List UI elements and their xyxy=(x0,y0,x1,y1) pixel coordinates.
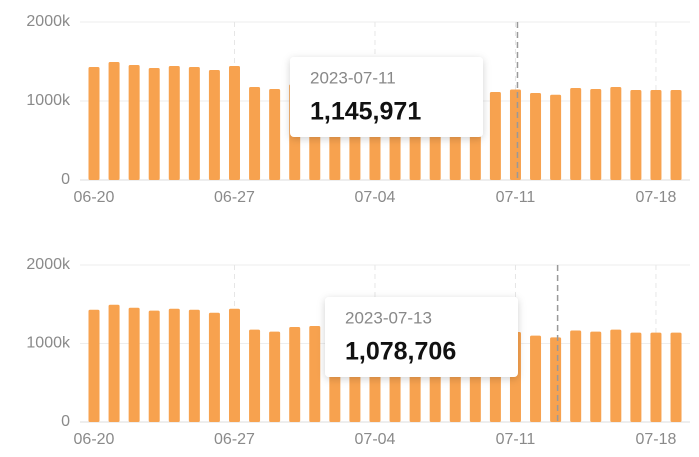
x-tick-label: 06-20 xyxy=(74,189,115,206)
bar xyxy=(208,312,220,422)
bar xyxy=(650,90,662,180)
bar xyxy=(269,331,281,422)
x-tick-label: 07-11 xyxy=(496,189,536,206)
bar xyxy=(610,87,622,180)
bar xyxy=(168,66,180,180)
tooltip-box xyxy=(325,297,518,377)
bar xyxy=(650,332,662,422)
x-tick-label: 07-18 xyxy=(635,189,676,206)
y-tick-label: 1000k xyxy=(26,335,71,352)
x-tick-label: 06-20 xyxy=(74,431,115,448)
bar xyxy=(148,67,160,180)
bar xyxy=(269,88,281,180)
x-tick-label: 07-18 xyxy=(635,431,676,448)
chart: 0 1000k 2000k 06-20 06-27 07-04 07-11 07-18 2023… xyxy=(26,13,690,206)
bar xyxy=(509,89,521,180)
bar xyxy=(670,332,682,422)
bar xyxy=(208,70,220,180)
bar xyxy=(530,93,542,180)
bar xyxy=(148,310,160,422)
bar xyxy=(630,332,642,422)
y-tick-label: 2000k xyxy=(26,13,71,30)
bar xyxy=(630,90,642,180)
bar xyxy=(610,329,622,422)
bar xyxy=(88,309,100,422)
bar xyxy=(128,64,140,180)
bar xyxy=(530,335,542,422)
bar xyxy=(670,90,682,180)
bar xyxy=(128,307,140,422)
y-tick-label: 0 xyxy=(61,413,70,430)
bar xyxy=(550,337,562,422)
y-tick-label: 2000k xyxy=(26,256,71,273)
y-tick-label: 0 xyxy=(61,171,70,188)
tooltip: 2023-07-13 1,078,706 xyxy=(325,297,518,377)
tooltip: 2023-07-11 1,145,971 xyxy=(290,57,483,137)
x-tick-label: 07-04 xyxy=(355,431,396,448)
bar xyxy=(309,325,321,422)
bar xyxy=(489,91,501,180)
bar xyxy=(88,67,100,180)
bar xyxy=(590,88,602,180)
x-tick-label: 07-11 xyxy=(496,431,536,448)
bar xyxy=(188,67,200,180)
y-tick-label: 1000k xyxy=(26,92,71,109)
bar xyxy=(188,309,200,422)
bar xyxy=(108,61,120,180)
bar xyxy=(550,94,562,180)
tooltip-box xyxy=(290,57,483,137)
tooltip-value: 1,078,706 xyxy=(345,338,456,366)
bar xyxy=(249,87,261,180)
bar xyxy=(249,329,261,422)
bar xyxy=(570,330,582,422)
tooltip-title: 2023-07-11 xyxy=(310,68,396,87)
x-tick-label: 06-27 xyxy=(214,189,255,206)
bar xyxy=(228,66,240,180)
bar xyxy=(108,304,120,422)
chart: 0 1000k 2000k 06-20 06-27 07-04 07-11 07-18 2023… xyxy=(26,256,690,448)
tooltip-title: 2023-07-13 xyxy=(345,308,432,327)
bar xyxy=(289,327,301,422)
bar xyxy=(228,308,240,422)
bar xyxy=(168,308,180,422)
bar xyxy=(570,87,582,180)
tooltip-value: 1,145,971 xyxy=(310,98,421,126)
bar xyxy=(590,331,602,422)
x-tick-label: 07-04 xyxy=(355,189,396,206)
x-tick-label: 06-27 xyxy=(214,431,255,448)
